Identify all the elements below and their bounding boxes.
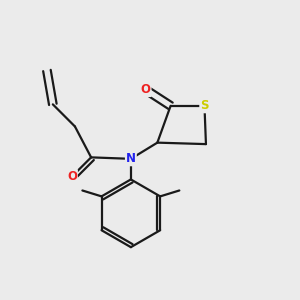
Text: N: N — [126, 152, 136, 165]
Text: O: O — [141, 83, 151, 96]
Text: O: O — [67, 170, 77, 183]
Text: S: S — [200, 99, 209, 112]
